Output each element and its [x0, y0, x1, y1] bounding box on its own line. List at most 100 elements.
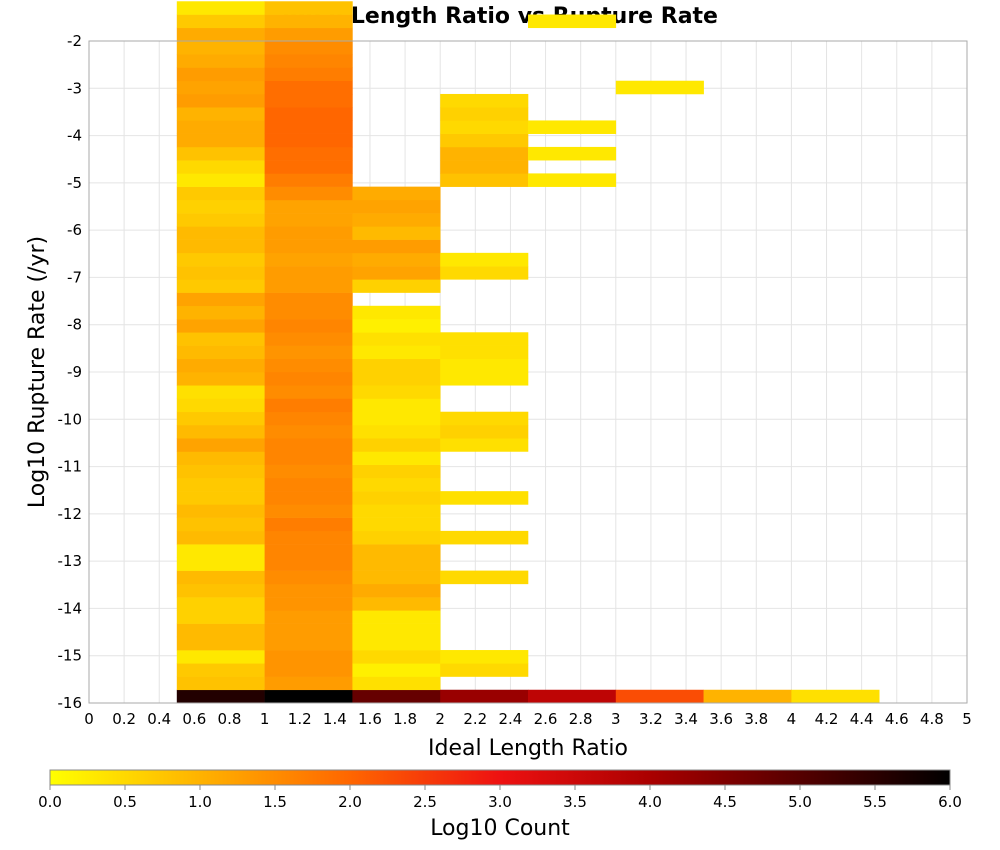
heatmap-cell: [264, 504, 353, 518]
heatmap-cell: [264, 636, 353, 651]
colorbar-tick-label: 5.0: [788, 793, 812, 811]
heatmap-cell: [264, 623, 353, 638]
x-tick-label: 3.8: [744, 710, 768, 728]
y-tick-label: -6: [67, 221, 82, 239]
heatmap-cell: [264, 252, 353, 267]
heatmap-cell: [264, 67, 353, 82]
x-tick-label: 1.4: [323, 710, 347, 728]
heatmap-cell: [176, 107, 265, 121]
colorbar-tick-label: 0.0: [38, 793, 62, 811]
x-tick-label: 1.8: [393, 710, 417, 728]
heatmap-cell: [264, 650, 353, 664]
x-tick-label: 1.6: [358, 710, 382, 728]
heatmap-cell: [176, 93, 265, 108]
heatmap-cell: [264, 663, 353, 677]
heatmap-cell: [352, 477, 441, 492]
heatmap-cell: [176, 305, 265, 320]
x-tick-label: 2.4: [499, 710, 523, 728]
heatmap-cell: [176, 650, 265, 664]
heatmap-cell: [176, 266, 265, 280]
heatmap-cell: [615, 80, 704, 95]
heatmap-cell: [176, 610, 265, 624]
heatmap-cell: [176, 120, 265, 134]
x-tick-label: 2: [435, 710, 445, 728]
heatmap-cell: [440, 266, 529, 280]
heatmap-cell: [791, 689, 880, 704]
heatmap-cell: [264, 239, 353, 254]
heatmap-cell: [352, 491, 441, 505]
heatmap-cell: [352, 279, 441, 293]
heatmap-cell: [352, 557, 441, 571]
heatmap-cell: [352, 424, 441, 439]
heatmap-cell: [176, 80, 265, 95]
heatmap-cell: [352, 689, 441, 704]
heatmap-cell: [264, 133, 353, 148]
heatmap-cell: [176, 54, 265, 68]
heatmap-cell: [264, 570, 353, 585]
heatmap-cell: [176, 424, 265, 439]
heatmap-cell: [264, 438, 353, 452]
heatmap-cell: [264, 676, 353, 691]
x-tick-label: 4.4: [850, 710, 874, 728]
heatmap-cell: [352, 676, 441, 691]
heatmap-cell: [703, 689, 792, 704]
heatmap-cells: [176, 1, 880, 704]
heatmap-cell: [176, 186, 265, 201]
heatmap-cell: [440, 252, 529, 267]
heatmap-cell: [264, 372, 353, 386]
colorbar-tick-label: 4.0: [638, 793, 662, 811]
heatmap-cell: [352, 345, 441, 360]
heatmap-cell: [615, 689, 704, 704]
heatmap-cell: [264, 345, 353, 360]
heatmap-cell: [264, 1, 353, 15]
heatmap-cell: [440, 93, 529, 108]
heatmap-cell: [176, 160, 265, 174]
heatmap-cell: [440, 424, 529, 439]
heatmap-cell: [176, 398, 265, 413]
heatmap-cell: [264, 186, 353, 201]
y-tick-label: -11: [58, 458, 83, 476]
heatmap-cell: [352, 663, 441, 677]
y-axis-ticks: -2 -3 -4 -5 -6 -7 -8 -9 -10 -11 -12 -13 -14 -15 -16: [58, 32, 83, 712]
colorbar-tick-label: 3.0: [488, 793, 512, 811]
x-tick-label: 4: [787, 710, 797, 728]
heatmap-cell: [264, 107, 353, 121]
heatmap-cell: [352, 332, 441, 346]
heatmap-cell: [176, 332, 265, 346]
colorbar-ticks: 0.0 0.5 1.0 1.5 2.0 2.5 3.0 3.5 4.0 4.5 5.0 5.5 6.0: [38, 785, 962, 811]
heatmap-cell: [264, 279, 353, 293]
heatmap-cell: [352, 252, 441, 267]
heatmap-cell: [176, 464, 265, 479]
heatmap-cell: [176, 279, 265, 293]
heatmap-cell: [264, 199, 353, 214]
heatmap-cell: [264, 173, 353, 187]
colorbar-tick-label: 4.5: [713, 793, 737, 811]
x-tick-label: 2.8: [569, 710, 593, 728]
heatmap-cell: [352, 411, 441, 426]
x-axis-ticks: 0 0.2 0.4 0.6 0.8 1 1.2 1.4 1.6 1.8 2 2.2 2.4 2.6 2.8 3…: [84, 710, 972, 728]
heatmap-cell: [176, 636, 265, 651]
heatmap-cell: [264, 292, 353, 307]
heatmap-cell: [176, 213, 265, 227]
heatmap-cell: [440, 160, 529, 174]
heatmap-cell: [264, 332, 353, 346]
heatmap-cell: [176, 544, 265, 558]
heatmap-cell: [352, 358, 441, 373]
heatmap-cell: [352, 570, 441, 585]
heatmap-cell: [352, 266, 441, 280]
heatmap-cell: [352, 530, 441, 545]
heatmap-cell: [176, 689, 265, 704]
heatmap-cell: [528, 14, 617, 29]
x-tick-label: 2.6: [534, 710, 558, 728]
heatmap-cell: [176, 173, 265, 187]
heatmap-cell: [264, 451, 353, 465]
heatmap-cell: [176, 133, 265, 148]
heatmap-cell: [176, 239, 265, 254]
x-tick-label: 0.2: [112, 710, 136, 728]
heatmap-cell: [176, 451, 265, 465]
heatmap-cell: [264, 530, 353, 545]
colorbar-tick-label: 3.5: [563, 793, 587, 811]
heatmap-cell: [176, 583, 265, 598]
heatmap-cell: [528, 689, 617, 704]
x-tick-label: 4.8: [920, 710, 944, 728]
